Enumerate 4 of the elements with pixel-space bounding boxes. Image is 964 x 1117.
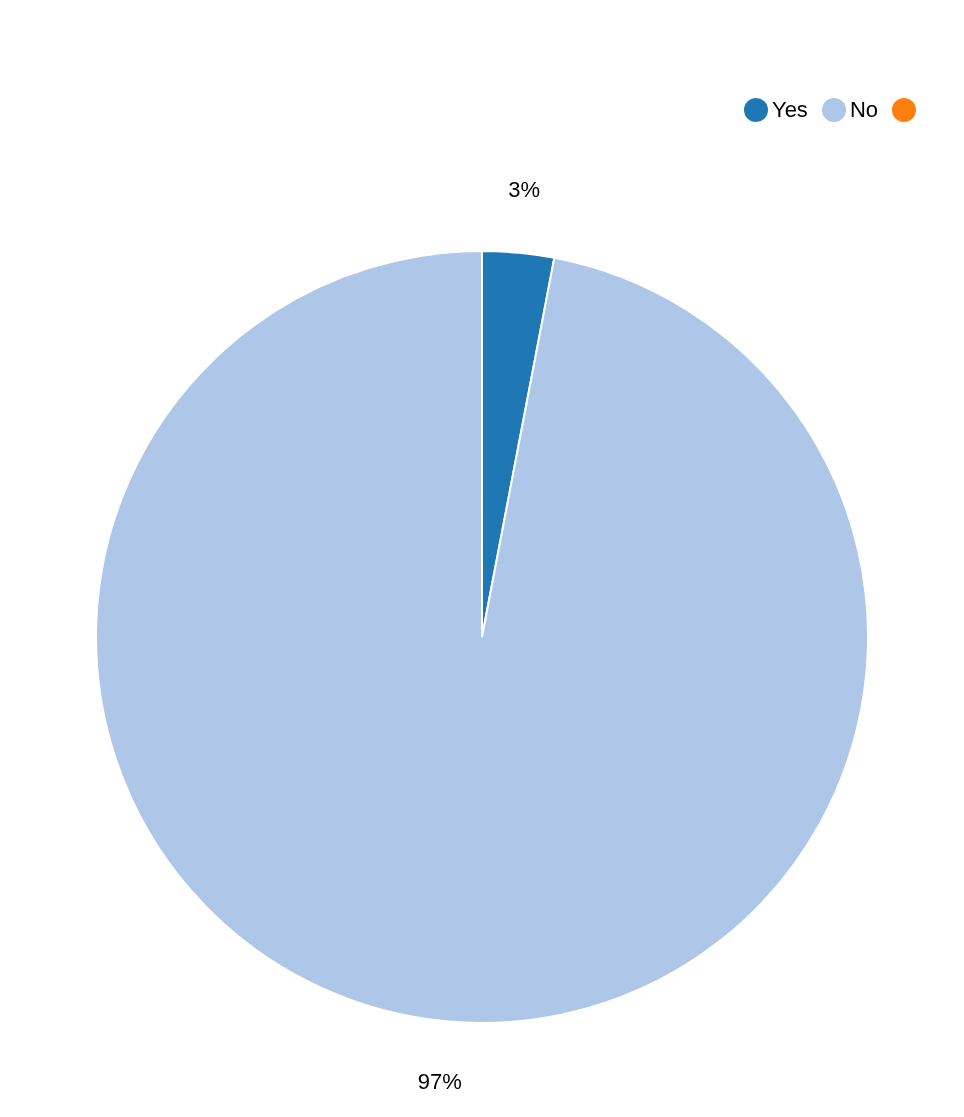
legend-label: No: [849, 97, 878, 123]
data-label: 3%: [508, 177, 541, 203]
data-label: 97%: [417, 1069, 462, 1095]
legend-label: Yes: [771, 97, 808, 123]
